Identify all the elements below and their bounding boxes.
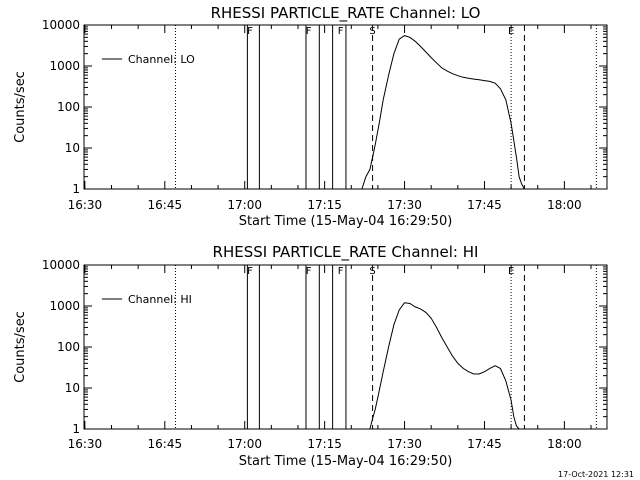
attenuator-interval-box [246, 264, 260, 430]
x-tick-label: 17:15 [307, 437, 342, 451]
x-tick-label: 16:45 [148, 198, 183, 212]
event-marker-label: S [369, 26, 375, 37]
event-marker-label: E [508, 26, 514, 37]
event-marker-label: F [306, 266, 312, 277]
chart-panel-2: F F F S E 1 10 100 1000 10000 16:30 16:45 17:00 17:15… [13, 243, 608, 469]
legend: Channel: HI [102, 293, 192, 306]
attenuator-interval-box [246, 24, 260, 190]
x-tick-label: 17:15 [307, 198, 342, 212]
chart-title: RHESSI PARTICLE_RATE Channel: HI [213, 243, 479, 262]
y-axis-label: Counts/sec [13, 311, 28, 383]
x-axis-label: Start Time (15-May-04 16:29:50) [239, 454, 453, 469]
legend-label: Channel: LO [128, 53, 195, 66]
attenuator-interval-box [332, 24, 347, 190]
footer-timestamp: 17-Oct-2021 12:31 [558, 470, 634, 479]
chart-panel-1: F F F S E 1 10 100 1000 10000 16:30 16:45 17:00 17:15… [13, 4, 608, 229]
y-axis-label: Counts/sec [13, 71, 28, 143]
event-marker-label: F [306, 26, 312, 37]
x-tick-label: 16:45 [148, 437, 183, 451]
event-marker-label: F [338, 266, 344, 277]
y-tick-label: 1 [72, 422, 80, 436]
y-tick-label: 10000 [42, 18, 80, 32]
y-tick-label: 100 [57, 100, 80, 114]
event-marker-label: F [247, 26, 253, 37]
y-tick-label: 10000 [42, 258, 80, 272]
event-marker-label: E [508, 266, 514, 277]
chart-title: RHESSI PARTICLE_RATE Channel: LO [211, 4, 481, 23]
y-tick-label: 10 [65, 381, 80, 395]
y-tick-label: 1 [72, 182, 80, 196]
x-tick-label: 17:00 [227, 198, 262, 212]
series-line [369, 302, 520, 430]
x-tick-label: 17:30 [387, 437, 422, 451]
attenuator-interval-box [305, 24, 320, 190]
x-tick-label: 17:45 [467, 198, 502, 212]
legend: Channel: LO [102, 53, 195, 66]
attenuator-interval-box [332, 264, 347, 430]
x-tick-label: 17:45 [467, 437, 502, 451]
x-tick-label: 18:00 [547, 198, 582, 212]
x-tick-label: 16:30 [68, 437, 103, 451]
series-line [361, 35, 525, 190]
y-tick-label: 10 [65, 141, 80, 155]
event-marker-label: S [369, 266, 375, 277]
y-tick-label: 100 [57, 340, 80, 354]
x-tick-label: 18:00 [547, 437, 582, 451]
y-tick-label: 1000 [49, 299, 80, 313]
x-tick-label: 16:30 [68, 198, 103, 212]
attenuator-interval-box [305, 264, 320, 430]
legend-label: Channel: HI [128, 293, 192, 306]
event-marker-label: F [247, 266, 253, 277]
x-axis-label: Start Time (15-May-04 16:29:50) [239, 214, 453, 229]
x-tick-label: 17:00 [227, 437, 262, 451]
x-tick-label: 17:30 [387, 198, 422, 212]
y-tick-label: 1000 [49, 59, 80, 73]
event-marker-label: F [338, 26, 344, 37]
